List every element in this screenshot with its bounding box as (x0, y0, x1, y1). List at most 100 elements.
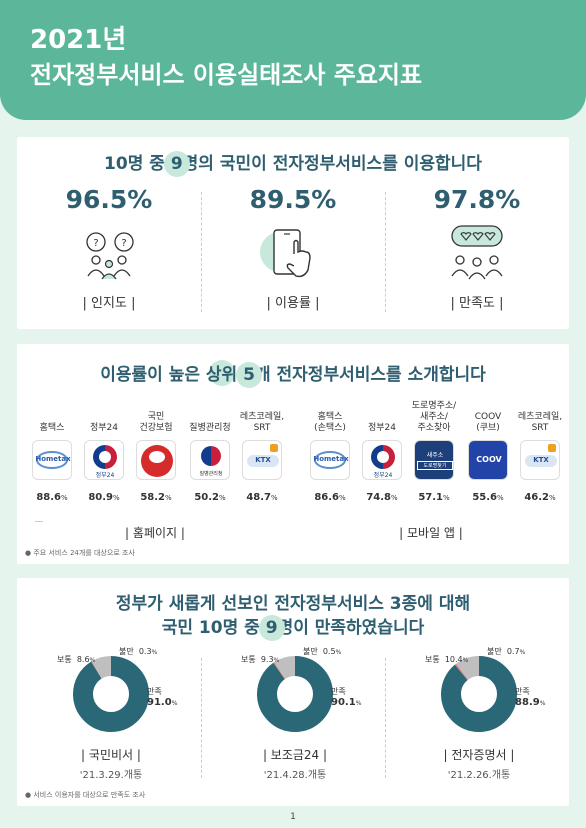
launch-date: '21.2.26.개통 (447, 770, 511, 781)
service-item: 레츠코레일, SRT KTX 46.2% (515, 394, 565, 503)
service-item: 도로명주소/ 새주소/ 주소찾아 새주소 도로명찾기 57.1% (409, 394, 459, 503)
page-header: 2021년 전자정부서비스 이용실태조사 주요지표 (0, 0, 586, 120)
service-value: 58.2% (140, 492, 172, 503)
svg-text:?: ? (93, 238, 98, 249)
stat-usage: 89.5% | 이용률 | (201, 185, 385, 311)
usage-title-highlight: 9 (170, 154, 183, 174)
service-item: 질병관리청 질병관리청 50.2% (185, 394, 235, 503)
service-value: 48.7% (246, 492, 278, 503)
usage-title-post: 명의 국민이 전자정부서비스를 이용합니다 (182, 154, 482, 174)
page-number: 1 (290, 812, 296, 822)
service-name: | 보조금24 | (262, 748, 328, 762)
satisfaction-title: 정부가 새롭게 선보인 전자정부서비스 3종에 대해 국민 10명 중 9명이 … (17, 592, 569, 641)
service-item: 홈택스 (손택스) Hometax 86.6% (305, 394, 355, 503)
service-name: 질병관리청 (189, 423, 231, 433)
usage-title-pre: 10명 중 (104, 154, 171, 174)
satisfaction-title-line2: 국민 10명 중 9명이 만족하였습니다 (17, 615, 569, 641)
donut-slice-normal (73, 656, 149, 732)
service-value: 86.6% (314, 492, 346, 503)
normal-label: 보통 9.3% (241, 655, 280, 664)
stat-awareness: 96.5% ? ? | 인지도 | (17, 185, 201, 311)
divider (201, 658, 202, 778)
stat-value: 96.5% (65, 185, 153, 214)
divider (201, 192, 202, 312)
top5-title-pre: 이용률이 높은 (100, 365, 206, 385)
launch-date: '21.4.28.개통 (263, 770, 327, 781)
satisfaction-title-line1: 정부가 새롭게 선보인 전자정부서비스 3종에 대해 (115, 594, 471, 614)
service-name: | 전자증명서 | (443, 748, 515, 762)
service-name: 정부24 (89, 423, 118, 433)
gov24-icon: 정부24 (84, 440, 124, 480)
service-item: 정부24 정부24 80.9% (79, 394, 129, 503)
service-name: 홈택스 (39, 423, 65, 433)
service-item: 홈택스 Hometax 88.6% (27, 394, 77, 503)
normal-label: 보통 8.6% (57, 655, 96, 664)
divider (385, 192, 386, 312)
satisfaction-title-highlight: 9 (265, 618, 278, 638)
people-heart-icon (451, 225, 503, 280)
top5-title-post: 개 전자정부서비스를 소개합니다 (254, 365, 486, 385)
service-name: 레츠코레일, SRT (517, 412, 563, 433)
service-name: 정부24 (367, 423, 396, 433)
top5-title-highlight1: 상위 (205, 365, 238, 385)
dissatisfied-label: 불만 0.3% (119, 647, 158, 656)
service-value: 80.9% (88, 492, 120, 503)
homepage-group-label: | 홈페이지 | (125, 526, 185, 540)
service-value: 88.6% (36, 492, 68, 503)
service-name: COOV (쿠브) (474, 412, 502, 433)
satisfaction-donut-group: 불만 0.5% 보통 9.3% 만족 90.1% | 보조금24 | '21.4.28.개… (205, 646, 385, 796)
hometax-icon: Hometax (32, 440, 72, 480)
svg-text:?: ? (121, 238, 126, 249)
service-value: 46.2% (524, 492, 556, 503)
stat-value: 89.5% (249, 185, 337, 214)
service-value: 50.2% (194, 492, 226, 503)
service-item: COOV (쿠브) COOV 55.6% (463, 394, 513, 503)
stat-satisfaction: 97.8% | 만족도 | (385, 185, 569, 311)
header-title: 전자정부서비스 이용실태조사 주요지표 (30, 61, 423, 89)
people-question-icon: ? ? (86, 232, 134, 280)
top5-note: ● 주요 서비스 24개를 대상으로 조사 (25, 549, 135, 557)
usage-card: 10명 중 9명의 국민이 전자정부서비스를 이용합니다 96.5% ? ? |… (17, 137, 569, 329)
hometax-icon: Hometax (310, 440, 350, 480)
stat-label: | 만족도 | (450, 296, 504, 311)
nhis-icon (136, 440, 176, 480)
donut-chart (257, 656, 333, 732)
satisfaction-donut-group: 불만 0.3% 보통 8.6% 만족 91.0% | 국민비서 | '21.3.29.개통 (21, 646, 201, 796)
satisfied-label: 만족 88.9% (515, 687, 546, 708)
stat-label: | 이용률 | (266, 296, 320, 311)
satisfaction-title-post: 명이 만족하였습니다 (277, 618, 425, 638)
donut-chart (441, 656, 517, 732)
ktx-icon: KTX (242, 440, 282, 480)
stat-value: 97.8% (433, 185, 521, 214)
divider (385, 658, 386, 778)
service-name: 홈택스 (손택스) (314, 412, 346, 433)
ktx-icon: KTX (520, 440, 560, 480)
service-item: 국민 건강보험 58.2% (131, 394, 181, 503)
satisfaction-card: 정부가 새롭게 선보인 전자정부서비스 3종에 대해 국민 10명 중 9명이 … (17, 578, 569, 806)
stat-label: | 인지도 | (82, 296, 136, 311)
normal-label: 보통 10.4% (425, 655, 469, 664)
dissatisfied-label: 불만 0.7% (487, 647, 526, 656)
dissatisfied-label: 불만 0.5% (303, 647, 342, 656)
service-value: 55.6% (472, 492, 504, 503)
satisfaction-note: ● 서비스 이용자를 대상으로 만족도 조사 (25, 791, 146, 799)
top5-card: 이용률이 높은 상위 5개 전자정부서비스를 소개합니다 홈택스 Hometax 8… (17, 344, 569, 564)
service-name: 레츠코레일, SRT (239, 412, 285, 433)
donut-slice-normal (441, 656, 517, 732)
service-value: 74.8% (366, 492, 398, 503)
service-name: 국민 건강보험 (139, 412, 173, 433)
donut-chart (73, 656, 149, 732)
service-item: 정부24 정부24 74.8% (357, 394, 407, 503)
address-icon: 새주소 도로명찾기 (414, 440, 454, 480)
coov-icon: COOV (468, 440, 508, 480)
satisfaction-donut-group: 불만 0.7% 보통 10.4% 만족 88.9% | 전자증명서 | '21.2.26.… (389, 646, 569, 796)
donut-slice-normal (257, 656, 333, 732)
hand-phone-icon (260, 229, 311, 278)
header-year: 2021년 (30, 25, 127, 55)
satisfaction-title-pre: 국민 10명 중 (161, 618, 266, 638)
service-item: 레츠코레일, SRT KTX 48.7% (237, 394, 287, 503)
launch-date: '21.3.29.개통 (79, 770, 143, 781)
satisfied-label: 만족 91.0% (147, 687, 178, 708)
usage-title: 10명 중 9명의 국민이 전자정부서비스를 이용합니다 (17, 149, 569, 177)
gov24-icon: 정부24 (362, 440, 402, 480)
